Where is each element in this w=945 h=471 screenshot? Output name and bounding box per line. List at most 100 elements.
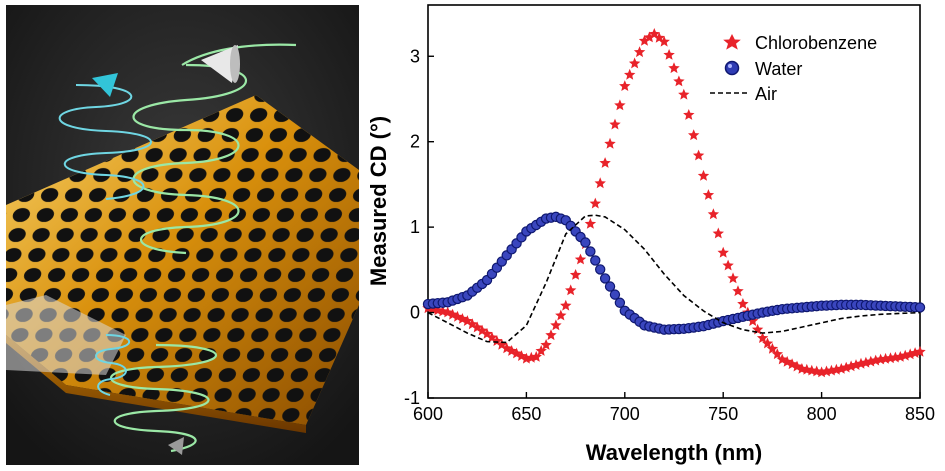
gold-sheet: [6, 95, 359, 433]
data-point-chlorobenzene: [879, 352, 892, 364]
data-point-chlorobenzene: [515, 350, 528, 361]
x-tick-label: 650: [511, 404, 541, 424]
y-tick-label: 1: [410, 217, 420, 237]
y-axis-title: Measured CD (°): [366, 116, 391, 286]
series-line-air: [427, 214, 921, 344]
legend-marker-chlorobenzene: [723, 34, 741, 50]
data-point-chlorobenzene: [510, 347, 523, 359]
data-point-chlorobenzene: [737, 298, 749, 309]
x-tick-label: 750: [708, 404, 738, 424]
data-point-chlorobenzene: [692, 149, 705, 161]
data-point-chlorobenzene: [555, 309, 567, 321]
data-point-chlorobenzene: [663, 49, 675, 60]
data-point-chlorobenzene: [717, 246, 729, 258]
data-point-chlorobenzene: [766, 342, 779, 354]
data-point-chlorobenzene: [904, 348, 916, 360]
data-point-chlorobenzene: [830, 363, 843, 375]
data-point-chlorobenzene: [609, 118, 621, 130]
series-layer: [422, 28, 926, 378]
data-point-water: [614, 297, 626, 308]
data-point-chlorobenzene: [628, 57, 641, 69]
data-point-water: [585, 246, 596, 257]
data-point-chlorobenzene: [678, 88, 690, 100]
data-point-chlorobenzene: [707, 208, 720, 220]
data-point-water: [609, 289, 621, 300]
data-point-chlorobenzene: [732, 285, 744, 297]
data-point-chlorobenzene: [855, 357, 867, 369]
data-point-water: [580, 237, 591, 248]
x-tick-label: 700: [610, 404, 640, 424]
data-point-chlorobenzene: [786, 358, 798, 370]
series-chlorobenzene: [422, 28, 926, 378]
data-point-chlorobenzene: [668, 62, 680, 74]
data-point-chlorobenzene: [712, 227, 724, 239]
y-tick-label: 2: [410, 132, 420, 152]
grey-arrow-icon: [168, 437, 184, 455]
data-point-chlorobenzene: [771, 348, 783, 360]
x-axis-title: Wavelength (nm): [586, 440, 762, 465]
data-point-chlorobenzene: [683, 109, 695, 120]
data-point-chlorobenzene: [560, 299, 572, 311]
data-point-chlorobenzene: [633, 46, 646, 58]
data-point-chlorobenzene: [540, 339, 552, 350]
data-point-chlorobenzene: [545, 329, 557, 341]
data-point-chlorobenzene: [486, 331, 498, 343]
data-point-chlorobenzene: [884, 352, 897, 364]
data-point-chlorobenzene: [589, 197, 601, 209]
data-point-water: [599, 273, 611, 284]
chiral-metasurface-illustration: [6, 5, 359, 465]
data-point-water: [914, 302, 926, 313]
data-point-chlorobenzene: [835, 363, 847, 374]
y-tick-label: -1: [404, 388, 420, 408]
data-point-chlorobenzene: [756, 332, 769, 343]
legend-label-water: Water: [755, 59, 802, 79]
data-point-chlorobenzene: [761, 337, 774, 349]
data-point-water: [594, 264, 606, 275]
x-tick-label: 850: [905, 404, 935, 424]
data-point-chlorobenzene: [599, 157, 611, 168]
data-point-chlorobenzene: [624, 68, 636, 80]
data-point-chlorobenzene: [491, 335, 503, 346]
data-point-chlorobenzene: [530, 351, 542, 362]
data-point-water: [604, 281, 616, 292]
axis-layer: 600 650 700 750 800 850 -1 0 1 2 3: [404, 46, 935, 424]
legend-label-chlorobenzene: Chlorobenzene: [755, 33, 877, 53]
helix-beam-cyan: [58, 84, 152, 396]
data-point-chlorobenzene: [535, 345, 547, 356]
cd-spectrum-chart: 600 650 700 750 800 850 -1 0 1 2 3 Chlorobenzene W…: [366, 4, 935, 465]
data-point-chlorobenzene: [643, 31, 656, 43]
data-point-chlorobenzene: [781, 355, 793, 367]
legend: Chlorobenzene Water Air: [710, 33, 877, 104]
data-point-chlorobenzene: [914, 345, 926, 357]
data-point-chlorobenzene: [697, 169, 710, 181]
data-point-chlorobenzene: [604, 137, 616, 149]
legend-label-air: Air: [755, 84, 777, 104]
data-point-water: [590, 255, 601, 266]
data-point-chlorobenzene: [727, 272, 739, 284]
data-point-chlorobenzene: [702, 189, 715, 200]
cone-icon: [201, 45, 240, 83]
data-point-chlorobenzene: [658, 35, 670, 47]
data-point-chlorobenzene: [550, 319, 562, 331]
x-tick-label: 800: [807, 404, 837, 424]
data-point-chlorobenzene: [584, 217, 597, 229]
data-point-chlorobenzene: [466, 318, 478, 330]
data-point-chlorobenzene: [594, 177, 606, 189]
series-water: [422, 211, 926, 335]
data-point-chlorobenzene: [638, 34, 651, 46]
cyan-cone-icon: [92, 73, 118, 97]
data-point-chlorobenzene: [751, 323, 764, 335]
data-point-chlorobenzene: [461, 315, 474, 326]
data-point-chlorobenzene: [569, 269, 582, 280]
data-point-chlorobenzene: [688, 129, 700, 141]
data-point-chlorobenzene: [860, 356, 872, 368]
legend-marker-water: [724, 60, 740, 76]
series-air: [427, 214, 921, 344]
data-point-chlorobenzene: [909, 347, 921, 358]
data-point-chlorobenzene: [673, 75, 685, 87]
x-tick-label: 600: [413, 404, 443, 424]
data-point-chlorobenzene: [614, 99, 626, 111]
data-point-chlorobenzene: [722, 259, 734, 271]
y-tick-label: 0: [410, 303, 420, 323]
data-point-chlorobenzene: [619, 80, 631, 91]
